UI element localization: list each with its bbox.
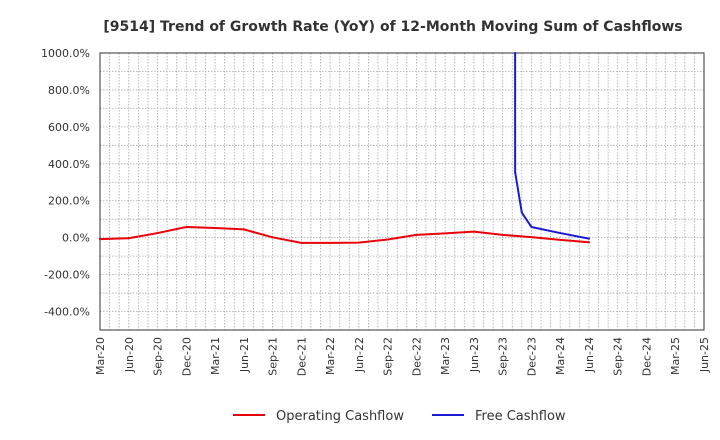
y-tick-label: -400.0% (44, 306, 90, 319)
data-point-operating-cashflow (242, 228, 245, 231)
data-point-operating-cashflow (559, 238, 562, 241)
data-point-operating-cashflow (357, 241, 360, 244)
x-tick-label: Sep-24 (612, 337, 625, 376)
x-tick-label: Jun-25 (698, 337, 711, 373)
x-tick-label: Mar-20 (94, 337, 107, 375)
x-axis-ticks: Mar-20 Jun-20 Sep-20 Dec-20 Mar-21 Jun-21 Sep-… (94, 337, 711, 376)
legend-label-free-cashflow: Free Cashflow (475, 409, 566, 424)
y-tick-label: 1000.0% (41, 47, 90, 60)
y-tick-label: 600.0% (48, 121, 90, 134)
y-tick-label: 800.0% (48, 84, 90, 97)
data-point-operating-cashflow (185, 225, 188, 228)
x-tick-label: Jun-20 (123, 337, 136, 373)
data-point-operating-cashflow (587, 241, 590, 244)
x-tick-label: Jun-24 (583, 337, 596, 373)
data-point-operating-cashflow (214, 227, 217, 230)
data-point-free-cashflow (559, 232, 562, 235)
x-tick-label: Dec-21 (295, 337, 308, 376)
x-tick-label: Mar-23 (439, 337, 452, 375)
y-tick-label: -200.0% (44, 269, 90, 282)
data-point-operating-cashflow (415, 233, 418, 236)
y-tick-label: 0.0% (62, 232, 90, 245)
legend: Operating Cashflow Free Cashflow (233, 409, 566, 424)
y-tick-label: 400.0% (48, 158, 90, 171)
x-tick-label: Dec-23 (525, 337, 538, 376)
data-point-operating-cashflow (329, 241, 332, 244)
data-point-operating-cashflow (300, 241, 303, 244)
grid (100, 53, 704, 330)
x-tick-label: Dec-20 (180, 337, 193, 376)
data-point-operating-cashflow (386, 238, 389, 241)
chart-title: [9514] Trend of Growth Rate (YoY) of 12-… (103, 19, 682, 35)
data-point-operating-cashflow (271, 236, 274, 239)
plot-area-border (99, 52, 705, 331)
data-point-free-cashflow (530, 225, 533, 228)
data-point-free-cashflow (514, 52, 517, 54)
x-tick-label: Jun-22 (353, 337, 366, 373)
x-tick-label: Mar-25 (669, 337, 682, 375)
data-point-operating-cashflow (127, 237, 130, 240)
x-tick-label: Jun-21 (238, 337, 251, 373)
series-line-free-cashflow (514, 52, 590, 240)
legend-label-operating-cashflow: Operating Cashflow (276, 409, 404, 424)
series-layer (99, 52, 590, 244)
x-tick-label: Dec-24 (640, 337, 653, 376)
series-line-operating-cashflow (99, 225, 590, 244)
y-axis-ticks: -400.0% -200.0% 0.0% 200.0% 400.0% 600.0% 800.… (41, 47, 90, 319)
data-point-free-cashflow (520, 211, 523, 214)
x-tick-label: Mar-22 (324, 337, 337, 375)
data-point-free-cashflow (514, 171, 517, 174)
x-tick-label: Sep-23 (497, 337, 510, 376)
data-point-operating-cashflow (444, 232, 447, 235)
y-tick-label: 200.0% (48, 195, 90, 208)
x-tick-label: Mar-21 (209, 337, 222, 375)
data-point-operating-cashflow (501, 233, 504, 236)
data-point-operating-cashflow (99, 238, 101, 241)
x-tick-label: Dec-22 (410, 337, 423, 376)
data-point-free-cashflow (587, 237, 590, 240)
x-tick-label: Mar-24 (554, 337, 567, 375)
x-tick-label: Sep-20 (152, 337, 165, 376)
x-tick-label: Sep-21 (267, 337, 280, 376)
x-tick-label: Sep-22 (382, 337, 395, 376)
data-point-operating-cashflow (472, 230, 475, 233)
data-point-operating-cashflow (156, 232, 159, 235)
data-point-operating-cashflow (530, 236, 533, 239)
x-tick-label: Jun-23 (468, 337, 481, 373)
